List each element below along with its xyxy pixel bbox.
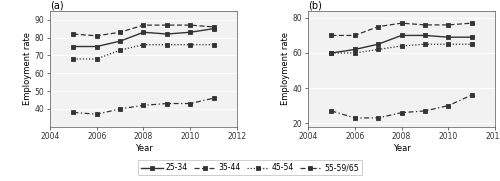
Legend: 25-34, 35-44, 45-54, 55-59/65: 25-34, 35-44, 45-54, 55-59/65 — [138, 160, 362, 175]
Y-axis label: Employment rate: Employment rate — [281, 32, 290, 105]
Y-axis label: Employment rate: Employment rate — [23, 32, 32, 105]
X-axis label: Year: Year — [134, 144, 152, 153]
Text: (b): (b) — [308, 0, 322, 10]
Text: (a): (a) — [50, 0, 64, 10]
X-axis label: Year: Year — [392, 144, 410, 153]
